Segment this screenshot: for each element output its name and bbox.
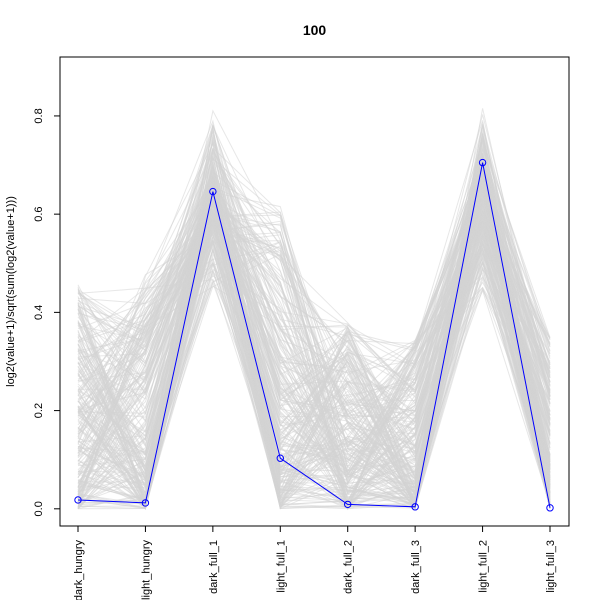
x-tick-label: light_hungry (140, 540, 152, 600)
background-line (77, 166, 551, 477)
highlight-line (77, 162, 551, 508)
background-line (77, 159, 551, 510)
background-line (77, 179, 551, 469)
y-tick-label: 0.6 (33, 207, 45, 222)
background-line (77, 187, 551, 501)
data-point (276, 454, 284, 462)
highlight-series (74, 158, 554, 512)
x-tick-label: dark_full_3 (410, 540, 422, 594)
background-line (77, 137, 551, 506)
y-axis: 0.0 0.2 0.4 0.6 0.8 (33, 108, 60, 516)
data-point (478, 158, 487, 167)
data-point (141, 499, 150, 507)
background-line (77, 230, 551, 509)
x-axis: dark_hungry light_hungry dark_full_1 light_… (73, 526, 557, 600)
x-tick-label: dark_full_1 (208, 540, 220, 594)
x-tick-label: light_full_1 (275, 540, 287, 593)
background-line (77, 130, 551, 504)
background-line (77, 247, 551, 489)
y-tick-label: 0.2 (33, 403, 45, 418)
data-point (546, 504, 554, 512)
background-line (77, 183, 551, 472)
plot-frame (59, 56, 570, 527)
background-line (77, 170, 551, 503)
background-line (77, 131, 551, 509)
y-tick-label: 0.8 (33, 108, 45, 123)
background-series-lines (77, 108, 551, 511)
background-line (77, 210, 551, 507)
chart-title: 100 (303, 22, 327, 38)
background-line (77, 220, 551, 508)
x-tick-label: dark_hungry (73, 540, 85, 600)
x-tick-label: light_full_3 (545, 540, 557, 593)
x-tick-label: light_full_2 (478, 540, 490, 593)
background-line (77, 221, 551, 476)
data-point (411, 503, 419, 511)
x-tick-label: dark_full_2 (343, 540, 355, 594)
data-point (344, 500, 352, 509)
y-tick-label: 0.4 (33, 305, 45, 320)
background-line (77, 124, 551, 507)
background-line (77, 195, 551, 504)
background-line (77, 152, 551, 506)
data-point (209, 187, 217, 196)
background-line (77, 214, 551, 491)
y-tick-label: 0.0 (33, 501, 45, 516)
data-point (74, 496, 82, 504)
y-axis-label: log2(value+1)/sqrt(sum(log2(value+1))) (5, 196, 17, 387)
